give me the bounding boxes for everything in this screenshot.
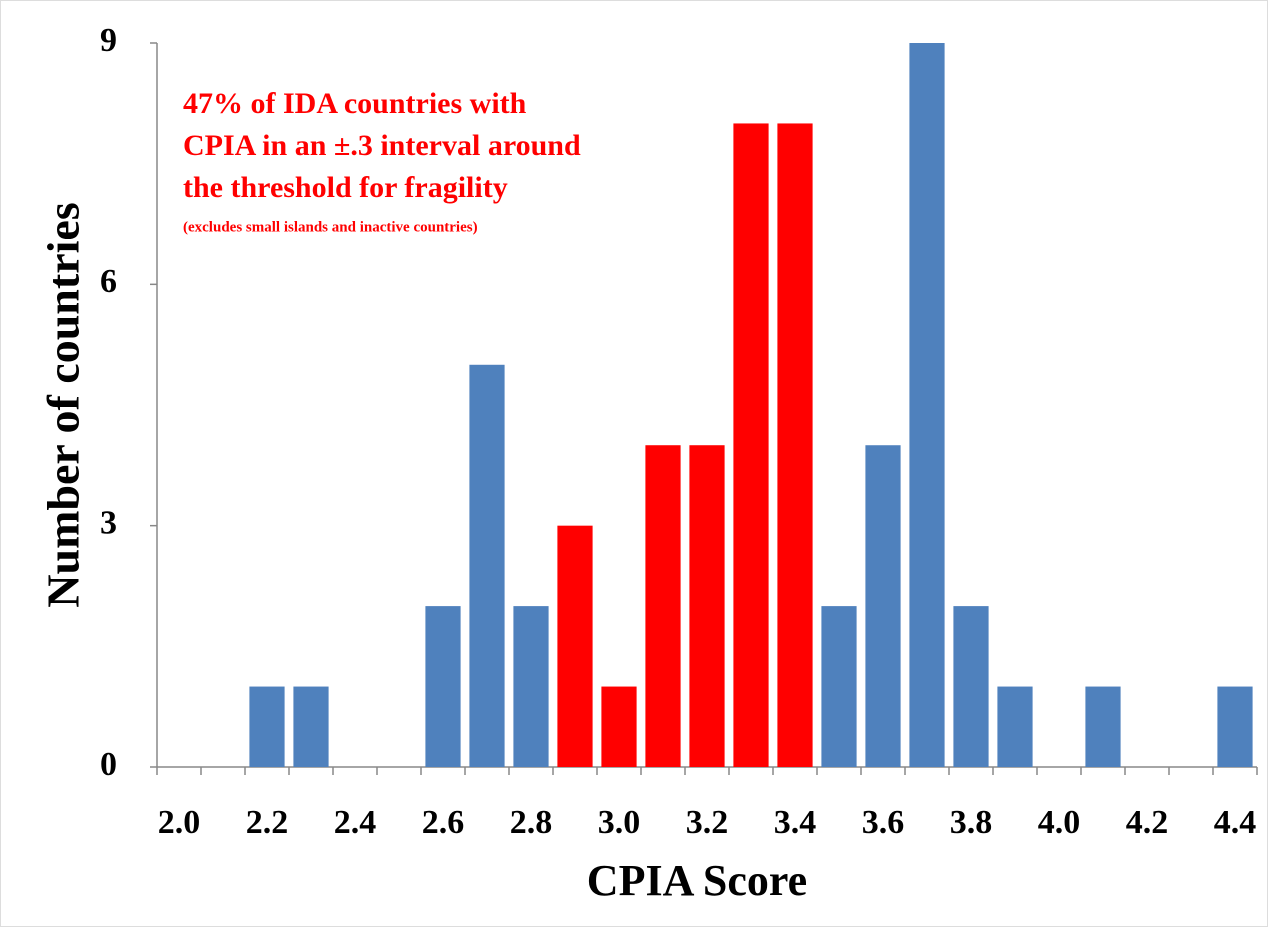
y-tick-label: 9 bbox=[100, 22, 117, 59]
y-tick-label: 0 bbox=[100, 746, 117, 783]
annotation: (excludes small islands and inactive cou… bbox=[183, 219, 478, 235]
bar bbox=[601, 686, 637, 767]
x-tick-label: 3.0 bbox=[598, 804, 641, 841]
bar bbox=[513, 606, 549, 767]
y-axis-title: Number of countries bbox=[38, 202, 89, 607]
bar bbox=[645, 445, 681, 767]
x-tick-label: 2.6 bbox=[422, 804, 465, 841]
x-tick-label: 4.2 bbox=[1126, 804, 1169, 841]
x-tick-label: 2.4 bbox=[334, 804, 377, 841]
bar bbox=[821, 606, 857, 767]
y-tick-label: 6 bbox=[100, 263, 117, 300]
bar bbox=[469, 364, 505, 767]
bar bbox=[1217, 686, 1253, 767]
x-tick-label: 3.4 bbox=[774, 804, 817, 841]
x-axis-title: CPIA Score bbox=[587, 856, 807, 905]
bar bbox=[953, 606, 989, 767]
x-tick-label: 2.2 bbox=[246, 804, 289, 841]
x-tick-label: 4.0 bbox=[1038, 804, 1081, 841]
bar bbox=[909, 43, 945, 767]
bar bbox=[293, 686, 329, 767]
bar bbox=[689, 445, 725, 767]
y-tick-label: 3 bbox=[100, 504, 117, 541]
annotation: 47% of IDA countries with bbox=[183, 87, 527, 120]
x-tick-label: 4.4 bbox=[1214, 804, 1257, 841]
x-tick-label: 3.8 bbox=[950, 804, 993, 841]
x-tick-label: 2.0 bbox=[158, 804, 201, 841]
bar bbox=[777, 123, 813, 767]
x-tick-label: 2.8 bbox=[510, 804, 553, 841]
bar bbox=[997, 686, 1033, 767]
annotation: the threshold for fragility bbox=[183, 171, 508, 204]
x-tick-label: 3.2 bbox=[686, 804, 729, 841]
x-tick-label: 3.6 bbox=[862, 804, 905, 841]
bar bbox=[865, 445, 901, 767]
annotation: CPIA in an ±.3 interval around bbox=[183, 129, 581, 162]
bar bbox=[733, 123, 769, 767]
bar bbox=[1085, 686, 1121, 767]
bar bbox=[557, 525, 593, 767]
bar bbox=[249, 686, 285, 767]
bar bbox=[425, 606, 461, 767]
